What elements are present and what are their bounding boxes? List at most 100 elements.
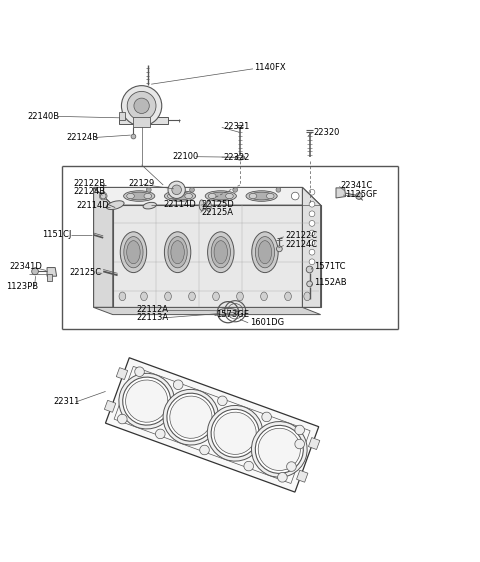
Text: 22320: 22320: [313, 128, 339, 137]
Ellipse shape: [144, 193, 152, 199]
Ellipse shape: [127, 241, 140, 264]
Ellipse shape: [250, 192, 274, 200]
Ellipse shape: [261, 292, 267, 301]
Text: 22125D: 22125D: [202, 200, 234, 209]
Circle shape: [309, 230, 315, 236]
Text: 22114D: 22114D: [163, 200, 196, 209]
Ellipse shape: [124, 191, 155, 201]
Text: 22124C: 22124C: [285, 240, 317, 249]
Circle shape: [146, 187, 151, 192]
Circle shape: [156, 429, 165, 439]
Text: 1601DG: 1601DG: [250, 318, 284, 327]
Ellipse shape: [189, 292, 195, 301]
Text: 22114D: 22114D: [77, 201, 109, 210]
Circle shape: [295, 439, 304, 449]
Text: 22140B: 22140B: [28, 112, 60, 121]
Text: 22125A: 22125A: [202, 208, 234, 217]
Circle shape: [207, 405, 263, 461]
Circle shape: [258, 428, 300, 470]
Text: 1140FX: 1140FX: [254, 63, 286, 72]
Ellipse shape: [249, 193, 257, 199]
Polygon shape: [104, 400, 116, 413]
Ellipse shape: [258, 241, 272, 264]
Circle shape: [217, 396, 227, 406]
Ellipse shape: [199, 200, 204, 210]
Circle shape: [309, 211, 315, 217]
Circle shape: [238, 155, 242, 160]
Ellipse shape: [214, 241, 228, 264]
Circle shape: [309, 201, 315, 207]
Circle shape: [170, 396, 212, 438]
Ellipse shape: [209, 192, 233, 200]
Polygon shape: [113, 205, 321, 307]
Circle shape: [99, 192, 107, 200]
Ellipse shape: [266, 193, 274, 199]
Polygon shape: [119, 117, 168, 124]
Ellipse shape: [124, 237, 143, 268]
Circle shape: [135, 367, 144, 377]
Circle shape: [307, 281, 312, 287]
Text: 22322: 22322: [223, 153, 250, 162]
Text: 22129: 22129: [129, 179, 155, 188]
Polygon shape: [94, 187, 113, 307]
Circle shape: [356, 193, 362, 200]
Ellipse shape: [127, 193, 134, 199]
Text: 22311: 22311: [54, 397, 80, 406]
Circle shape: [211, 409, 259, 457]
Text: 1125GF: 1125GF: [345, 189, 377, 198]
Circle shape: [172, 185, 181, 194]
Circle shape: [233, 187, 238, 192]
Circle shape: [32, 268, 38, 275]
Circle shape: [127, 92, 156, 120]
Circle shape: [200, 445, 209, 455]
Circle shape: [131, 134, 136, 139]
Text: 22113A: 22113A: [137, 314, 169, 323]
Circle shape: [214, 412, 256, 455]
Circle shape: [309, 240, 315, 246]
Ellipse shape: [255, 237, 275, 268]
Text: 22125C: 22125C: [70, 268, 102, 277]
Polygon shape: [119, 112, 125, 120]
Ellipse shape: [206, 201, 211, 211]
Polygon shape: [309, 438, 320, 450]
Polygon shape: [116, 368, 128, 379]
Circle shape: [173, 380, 183, 389]
Circle shape: [309, 259, 315, 265]
Ellipse shape: [226, 193, 233, 199]
Text: 22112A: 22112A: [137, 305, 169, 314]
Circle shape: [276, 246, 282, 252]
Circle shape: [118, 414, 127, 424]
Text: 22100: 22100: [173, 152, 199, 161]
Circle shape: [262, 412, 271, 422]
Ellipse shape: [237, 292, 243, 301]
Circle shape: [126, 380, 168, 422]
Ellipse shape: [119, 292, 126, 301]
Ellipse shape: [205, 191, 236, 201]
Text: 1571TC: 1571TC: [314, 262, 346, 271]
Ellipse shape: [168, 237, 187, 268]
Ellipse shape: [120, 232, 147, 273]
Ellipse shape: [143, 202, 156, 209]
Circle shape: [287, 462, 296, 472]
Ellipse shape: [168, 192, 192, 200]
Ellipse shape: [164, 191, 196, 201]
Ellipse shape: [185, 193, 192, 199]
Polygon shape: [133, 117, 150, 128]
Circle shape: [190, 187, 194, 192]
Text: 22124B: 22124B: [66, 133, 98, 142]
Ellipse shape: [164, 232, 191, 273]
Circle shape: [277, 473, 287, 482]
Polygon shape: [47, 274, 52, 281]
Ellipse shape: [246, 191, 277, 201]
Ellipse shape: [107, 201, 124, 210]
Ellipse shape: [165, 292, 171, 301]
Circle shape: [244, 461, 253, 471]
Circle shape: [306, 266, 313, 273]
Text: 1123PB: 1123PB: [6, 282, 38, 291]
Ellipse shape: [127, 192, 151, 200]
Circle shape: [295, 425, 304, 435]
Polygon shape: [94, 187, 321, 205]
Circle shape: [167, 393, 215, 441]
Ellipse shape: [285, 292, 291, 301]
Circle shape: [163, 389, 219, 445]
